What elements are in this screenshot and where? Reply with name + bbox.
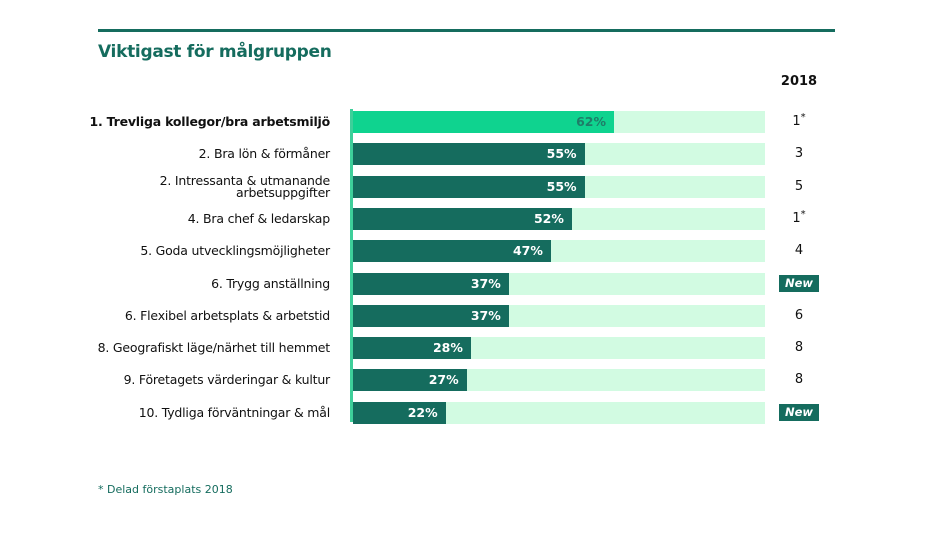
new-badge: New: [778, 274, 820, 292]
value-label: 47%: [512, 243, 543, 259]
category-label-line: 4. Bra chef & ledarskap: [187, 210, 330, 226]
footnote-mark: *: [98, 483, 104, 496]
rank-2018: 1*: [775, 111, 823, 133]
category-label: 4. Bra chef & ledarskap: [188, 208, 330, 230]
rank-number: 8: [794, 372, 804, 388]
category-label: 1. Trevliga kollegor/bra arbetsmiljö: [89, 111, 330, 133]
category-label: 6. Flexibel arbetsplats & arbetstid: [125, 305, 330, 327]
top-rule: [98, 29, 835, 32]
bar-row: 2. Intressanta & utmanande arbetsuppgifte…: [0, 172, 947, 200]
category-label-line: 10. Tydliga förväntningar & mål: [138, 404, 331, 420]
rank-number: 4: [794, 243, 804, 259]
bar-axis-line: [350, 109, 353, 422]
year-column-header: 2018: [780, 74, 818, 89]
shared-rank-mark: *: [800, 112, 806, 123]
bar-row: 9. Företagets värderingar & kultur 27% 8: [0, 369, 947, 392]
bar-row: 8. Geografiskt läge/närhet till hemmet 28…: [0, 337, 947, 360]
bar-track: [353, 401, 765, 424]
rank-2018: 6: [775, 305, 823, 327]
category-label-line: arbetsuppgifter: [236, 184, 330, 200]
rank-2018: 1*: [775, 208, 823, 230]
category-label: 10. Tydliga förväntningar & mål: [138, 402, 331, 424]
rank-number: 5: [794, 178, 804, 194]
category-label: 8. Geografiskt läge/närhet till hemmet: [97, 337, 331, 359]
bar-row: 6. Flexibel arbetsplats & arbetstid 37% 6: [0, 304, 947, 327]
rank-2018: New: [775, 273, 823, 295]
value-label: 55%: [546, 178, 577, 194]
category-label: 2. Intressanta & utmanande arbetsuppgifte…: [159, 172, 331, 200]
rank-number: 1: [792, 114, 801, 129]
value-label: 62%: [576, 114, 607, 129]
rank-number: 6: [794, 307, 804, 323]
bar-row: 6. Trygg anställning 37% New: [0, 272, 947, 295]
bar-row: 5. Goda utvecklingsmöjligheter 47% 4: [0, 240, 947, 263]
value-label: 37%: [470, 275, 501, 291]
category-label-line: 6. Flexibel arbetsplats & arbetstid: [124, 307, 330, 323]
bar: [353, 143, 585, 166]
rank-2018: 4: [775, 240, 823, 262]
bar-row: 4. Bra chef & ledarskap 52% 1*: [0, 207, 947, 230]
footnote: * Delad förstaplats 2018: [98, 483, 233, 496]
bar-row: 1. Trevliga kollegor/bra arbetsmiljö 62% 1…: [0, 111, 947, 133]
category-label: 6. Trygg anställning: [211, 273, 330, 295]
category-label: 5. Goda utvecklingsmöjligheter: [140, 240, 330, 262]
rank-number: 8: [794, 340, 804, 356]
rank-2018: New: [775, 402, 823, 424]
category-label-line: 1. Trevliga kollegor/bra arbetsmiljö: [89, 114, 330, 129]
new-badge: New: [778, 403, 820, 421]
bar-row: 2. Bra lön & förmåner 55% 3: [0, 143, 947, 166]
category-label-line: 2. Bra lön & förmåner: [198, 146, 331, 162]
bar: [353, 369, 467, 392]
value-label: 22%: [407, 404, 438, 420]
value-label: 37%: [470, 307, 501, 323]
rank-number: 3: [794, 146, 804, 162]
bar: [353, 207, 572, 230]
rank-2018: 8: [775, 337, 823, 359]
bar: [353, 240, 551, 263]
bar: [353, 111, 615, 133]
footnote-text: Delad förstaplats 2018: [107, 483, 233, 496]
value-label: 27%: [428, 372, 459, 388]
bar: [353, 175, 585, 198]
bar: [353, 401, 446, 424]
rank-2018: 5: [775, 176, 823, 198]
category-label-line: 6. Trygg anställning: [211, 275, 330, 291]
value-label: 52%: [533, 210, 564, 226]
chart-title: Viktigast för målgruppen: [98, 42, 332, 62]
rank-2018: 3: [775, 143, 823, 165]
value-label: 55%: [546, 146, 577, 162]
category-label-line: 2. Intressanta & utmanande: [159, 172, 331, 188]
value-label: 28%: [432, 340, 463, 356]
shared-rank-mark: *: [800, 208, 806, 220]
category-label: 2. Bra lön & förmåner: [198, 143, 331, 165]
bar: [353, 337, 471, 360]
category-label: 9. Företagets värderingar & kultur: [123, 369, 331, 391]
category-label-line: 9. Företagets värderingar & kultur: [123, 372, 331, 388]
category-label-line: 5. Goda utvecklingsmöjligheter: [140, 243, 330, 259]
rank-2018: 8: [775, 369, 823, 391]
category-label-line: 8. Geografiskt läge/närhet till hemmet: [97, 340, 331, 356]
bar-row: 10. Tydliga förväntningar & mål 22% New: [0, 401, 947, 424]
rank-number: 1: [792, 210, 801, 226]
bar: [353, 304, 509, 327]
bar: [353, 272, 509, 295]
